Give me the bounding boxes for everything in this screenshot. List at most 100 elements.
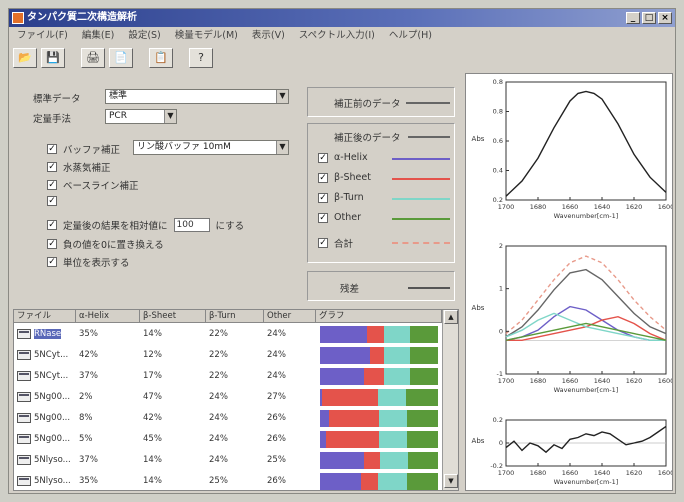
composition-bar bbox=[320, 326, 438, 343]
menu-file[interactable]: ファイル(F) bbox=[17, 30, 68, 41]
cell-other: 26% bbox=[267, 476, 286, 486]
col-other[interactable]: Other bbox=[264, 310, 316, 323]
y-tick-label: 2 bbox=[499, 242, 503, 250]
composition-bar bbox=[320, 473, 438, 490]
table-row[interactable]: 5NCyt... 37% 17% 22% 24% bbox=[14, 366, 442, 387]
col-sheet[interactable]: β-Sheet bbox=[140, 310, 206, 323]
menu-model[interactable]: 検量モデル(M) bbox=[174, 30, 238, 41]
legend-total[interactable]: ✓ 合計 bbox=[318, 236, 353, 250]
checkmark-icon: ✓ bbox=[47, 257, 57, 267]
table-row[interactable]: 5Nlyso... 37% 14% 24% 25% bbox=[14, 450, 442, 471]
legend-other[interactable]: ✓ Other bbox=[318, 212, 361, 223]
cell-other: 26% bbox=[267, 434, 286, 444]
checkmark-icon: ✓ bbox=[47, 239, 57, 249]
menu-settings[interactable]: 設定(S) bbox=[128, 30, 161, 41]
file-name: 5Nlyso... bbox=[34, 476, 71, 486]
bar-segment-other bbox=[409, 326, 438, 343]
legend-helix[interactable]: ✓ α-Helix bbox=[318, 152, 368, 163]
y-tick-label: 0.6 bbox=[493, 137, 503, 145]
y-tick-label: -1 bbox=[497, 370, 503, 378]
open-icon[interactable]: 📂 bbox=[13, 48, 37, 68]
unit-checkbox[interactable]: ✓ 単位を表示する bbox=[47, 255, 130, 269]
cell-helix: 37% bbox=[79, 371, 98, 381]
menu-edit[interactable]: 編集(E) bbox=[81, 30, 115, 41]
cell-other: 24% bbox=[267, 371, 286, 381]
bar-segment-helix bbox=[320, 368, 364, 385]
cell-helix: 5% bbox=[79, 434, 93, 444]
menu-spectrum-input[interactable]: スペクトル入力(I) bbox=[298, 30, 375, 41]
print-icon[interactable]: 🖨 bbox=[81, 48, 105, 68]
x-tick-label: 1680 bbox=[530, 377, 547, 385]
table-scrollbar[interactable]: ▲ ▼ bbox=[442, 310, 458, 490]
maximize-button[interactable]: □ bbox=[642, 12, 656, 24]
chart-frame bbox=[505, 81, 667, 201]
copy-icon[interactable]: 📋 bbox=[149, 48, 173, 68]
bar-segment-other bbox=[406, 389, 438, 406]
table-row[interactable]: 5Nlyso... 35% 14% 25% 26% bbox=[14, 471, 442, 490]
cell-turn: 25% bbox=[209, 476, 228, 486]
col-helix[interactable]: α-Helix bbox=[76, 310, 140, 323]
save-icon[interactable]: 💾 bbox=[41, 48, 65, 68]
table-header: ファイル α-Helix β-Sheet β-Turn Other グラフ bbox=[14, 310, 458, 323]
bar-segment-sheet bbox=[325, 431, 379, 448]
normalize-checkbox[interactable]: ✓ 定量後の結果を相対値に 100 にする bbox=[47, 218, 244, 232]
close-button[interactable]: × bbox=[658, 12, 672, 24]
x-axis-label: Wavenumber[cm-1] bbox=[554, 212, 619, 220]
series-line bbox=[505, 322, 667, 341]
legend-total-line bbox=[392, 242, 450, 244]
table-row[interactable]: 5Ng00... 5% 45% 24% 26% bbox=[14, 429, 442, 450]
checkmark-icon: ✓ bbox=[47, 162, 57, 172]
baseline-checkbox[interactable]: ✓ ベースライン補正 bbox=[47, 178, 139, 192]
col-graph[interactable]: グラフ bbox=[316, 310, 442, 323]
bar-segment-turn bbox=[378, 410, 408, 427]
normalize-input[interactable]: 100 bbox=[173, 218, 210, 232]
solvent-checkbox[interactable]: ✓ 水蒸気補正 bbox=[47, 160, 111, 174]
unit-label: 単位を表示する bbox=[63, 258, 130, 269]
y-tick-label: 0.2 bbox=[493, 196, 503, 204]
bar-segment-other bbox=[409, 368, 438, 385]
x-axis-label: Wavenumber[cm-1] bbox=[554, 386, 619, 394]
col-turn[interactable]: β-Turn bbox=[206, 310, 264, 323]
minimize-button[interactable]: _ bbox=[626, 12, 640, 24]
cell-sheet: 17% bbox=[143, 371, 162, 381]
composition-bar bbox=[320, 347, 438, 364]
x-tick-label: 1700 bbox=[498, 377, 515, 385]
ref-data-select[interactable]: 標準 ▼ bbox=[105, 89, 289, 104]
series-line bbox=[505, 255, 667, 335]
cell-file: 5NCyt... bbox=[14, 366, 76, 387]
legend-turn[interactable]: ✓ β-Turn bbox=[318, 192, 364, 203]
bar-segment-sheet bbox=[361, 473, 378, 490]
negative-checkbox[interactable]: ✓ 負の値を0に置き換える bbox=[47, 237, 164, 251]
calc-method-select[interactable]: PCR ▼ bbox=[105, 109, 177, 124]
preview-icon[interactable]: 📄 bbox=[109, 48, 133, 68]
menu-view[interactable]: 表示(V) bbox=[251, 30, 285, 41]
table-row[interactable]: 5NCyt... 42% 12% 22% 24% bbox=[14, 345, 442, 366]
residual-line bbox=[408, 287, 450, 289]
help-icon[interactable]: ? bbox=[189, 48, 213, 68]
scroll-down-icon[interactable]: ▼ bbox=[444, 474, 458, 488]
file-icon bbox=[17, 476, 31, 486]
blank-checkbox[interactable]: ✓ bbox=[47, 196, 63, 206]
bar-segment-turn bbox=[378, 431, 408, 448]
table-row[interactable]: 5Ng00... 2% 47% 24% 27% bbox=[14, 387, 442, 408]
table-row[interactable]: 5Ng00... 8% 42% 24% 26% bbox=[14, 408, 442, 429]
scroll-up-icon[interactable]: ▲ bbox=[444, 310, 458, 324]
x-tick-label: 1700 bbox=[498, 469, 515, 477]
menu-help[interactable]: ヘルプ(H) bbox=[388, 30, 432, 41]
composition-bar bbox=[320, 452, 438, 469]
y-tick-label: 0.8 bbox=[493, 78, 503, 86]
table-row[interactable]: RNase 35% 14% 22% 24% bbox=[14, 324, 442, 345]
series-line bbox=[505, 312, 666, 341]
buffer-select[interactable]: リン酸バッファ 10mM ▼ bbox=[133, 140, 289, 155]
legend-sheet[interactable]: ✓ β-Sheet bbox=[318, 172, 371, 183]
buffer-label: バッファ補正 bbox=[63, 145, 121, 156]
chevron-down-icon: ▼ bbox=[276, 90, 288, 103]
file-icon bbox=[17, 392, 31, 402]
cell-file: 5Ng00... bbox=[14, 429, 76, 450]
file-name: 5Ng00... bbox=[34, 392, 71, 402]
bar-segment-turn bbox=[377, 473, 408, 490]
toolbar: 📂 💾 🖨 📄 📋 ? bbox=[13, 47, 213, 69]
file-icon bbox=[17, 350, 31, 360]
buffer-checkbox[interactable]: ✓ バッファ補正 bbox=[47, 142, 120, 156]
col-file[interactable]: ファイル bbox=[14, 310, 76, 323]
